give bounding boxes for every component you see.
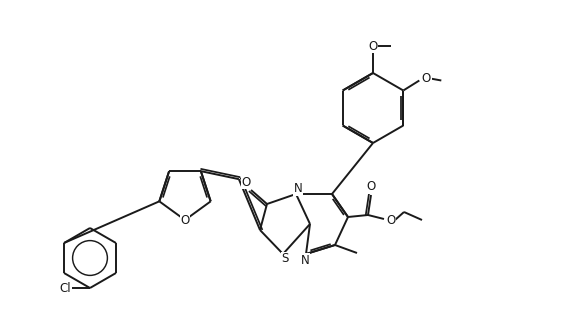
- Text: O: O: [366, 181, 375, 194]
- Text: O: O: [422, 72, 431, 85]
- Text: O: O: [180, 214, 189, 227]
- Text: O: O: [368, 39, 378, 52]
- Text: N: N: [293, 183, 302, 196]
- Text: O: O: [387, 214, 396, 227]
- Text: O: O: [241, 175, 251, 188]
- Text: N: N: [301, 254, 309, 266]
- Text: S: S: [282, 253, 289, 265]
- Text: Cl: Cl: [59, 281, 71, 294]
